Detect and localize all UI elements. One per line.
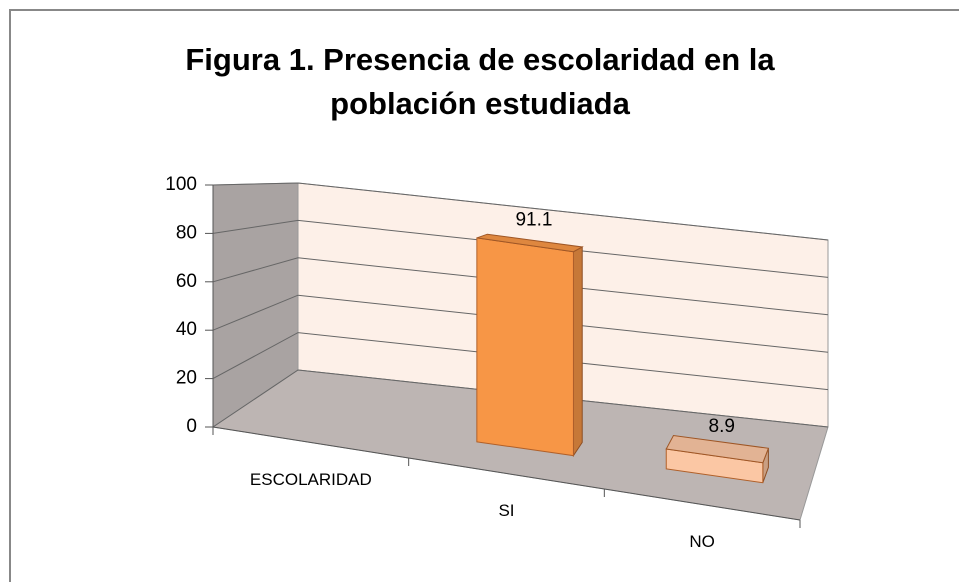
x-tick-label: SI	[498, 501, 514, 520]
y-tick-label: 40	[176, 319, 197, 340]
grid-line	[212, 369, 829, 428]
grid-line	[212, 219, 829, 278]
value-label: 91.1	[515, 210, 552, 231]
y-tick-label: 20	[176, 368, 197, 389]
value-label: 8.9	[709, 416, 735, 437]
bar-top	[665, 434, 770, 464]
y-tick-label: 80	[176, 222, 197, 243]
bar-side	[572, 246, 583, 458]
grid-line	[212, 294, 829, 353]
x-tick-label: ESCOLARIDAD	[250, 470, 372, 489]
grid-line	[212, 332, 829, 391]
y-tick-label: 100	[165, 174, 197, 195]
bar-front	[476, 237, 574, 457]
title-box: Figura 1. Presencia de escolaridad en la…	[120, 38, 840, 126]
x-axis	[212, 426, 801, 521]
y-tick-label: 60	[176, 271, 197, 292]
chart-frame	[9, 9, 959, 582]
chart-title: Figura 1. Presencia de escolaridad en la…	[185, 42, 775, 121]
grid-line	[212, 182, 829, 241]
y-tick-label: 0	[186, 416, 197, 437]
grid-line	[212, 257, 829, 316]
bar-top	[476, 233, 584, 253]
x-tick-label: NO	[689, 532, 715, 551]
